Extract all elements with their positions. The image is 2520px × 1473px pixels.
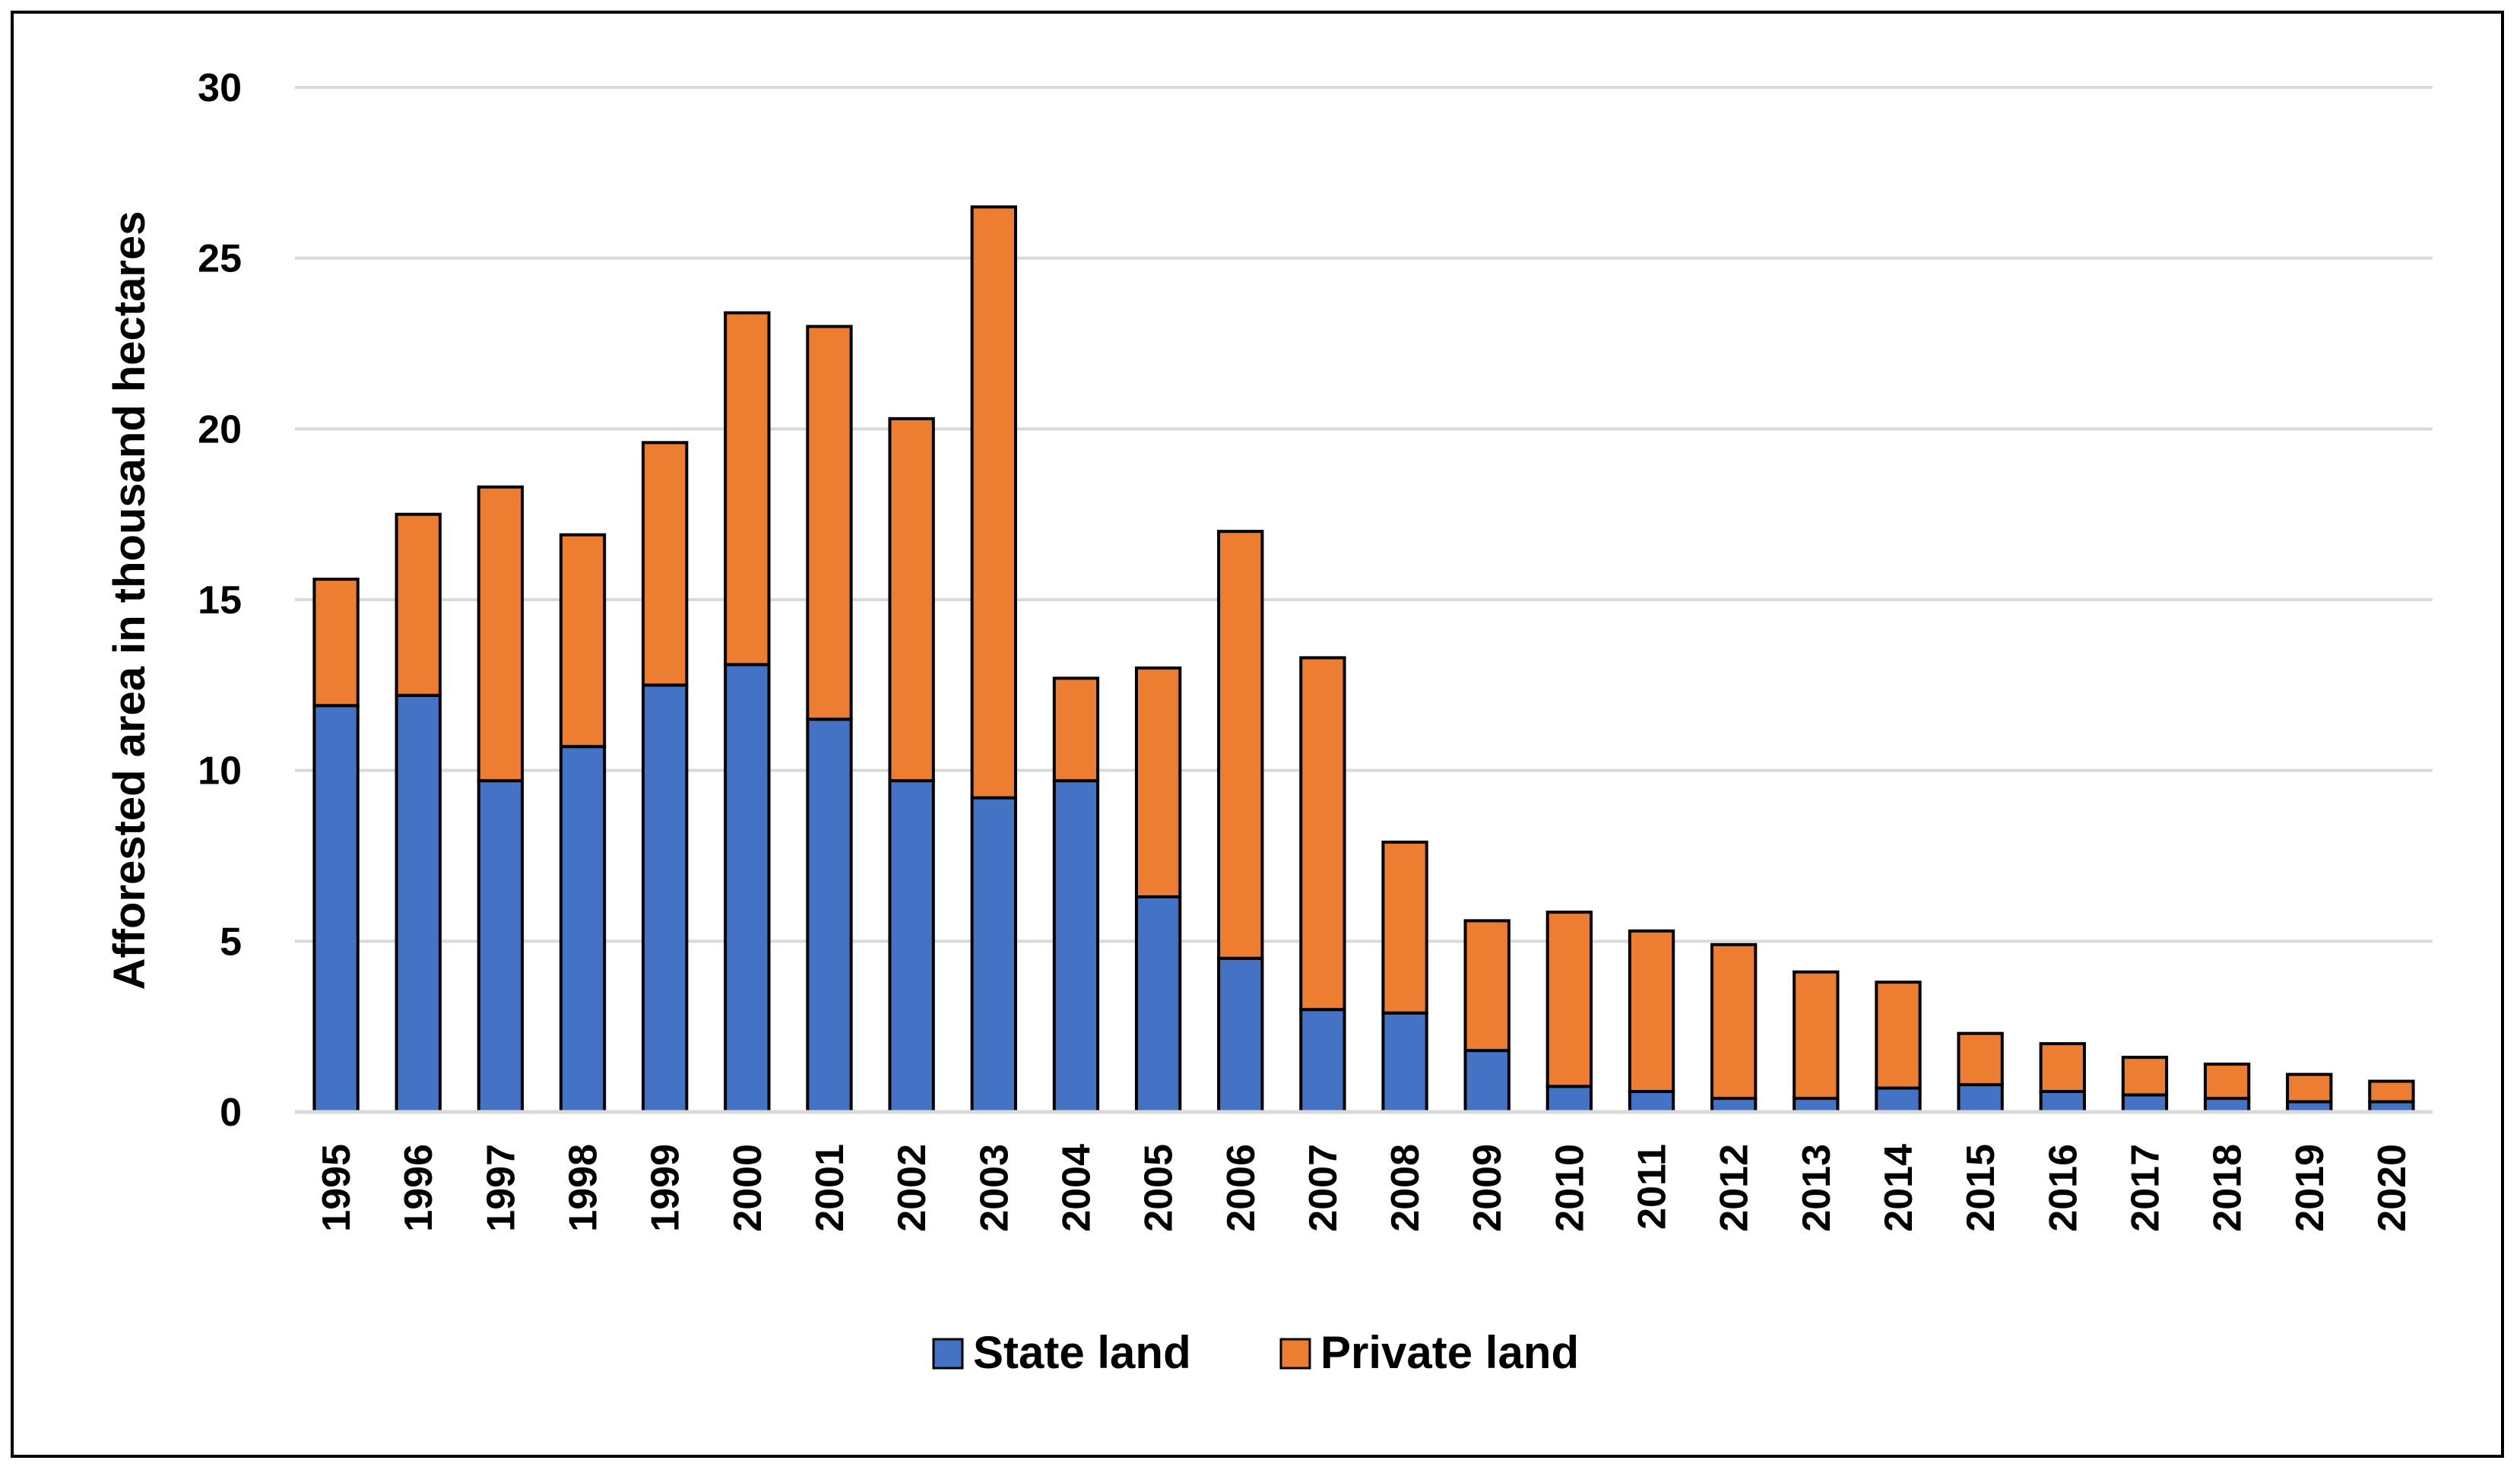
- x-tick-label: 2016: [2041, 1144, 2085, 1232]
- bar-private-land-2007: [1299, 656, 1346, 1012]
- y-tick-label: 20: [198, 407, 242, 451]
- bar-private-land-2005: [1134, 666, 1182, 898]
- x-tick-label: 1999: [644, 1144, 688, 1232]
- legend-swatch-private-land: [1279, 1338, 1311, 1370]
- bar-state-land-2000: [724, 663, 771, 1113]
- y-axis-ticks: 0 5 10 15 20 25 30: [198, 66, 242, 1135]
- bar-private-land-2009: [1463, 919, 1510, 1053]
- bar-private-land-2017: [2121, 1056, 2169, 1097]
- bar-private-land-1996: [395, 512, 442, 697]
- bar-state-land-2007: [1299, 1008, 1346, 1113]
- bar-state-land-2011: [1628, 1090, 1675, 1114]
- bar-private-land-2016: [2039, 1042, 2086, 1094]
- bars: [312, 205, 2415, 1114]
- x-tick-label: 2017: [2123, 1144, 2167, 1232]
- bar-state-land-2012: [1710, 1097, 1758, 1113]
- bar-state-land-2008: [1381, 1011, 1428, 1114]
- x-tick-label: 2007: [1301, 1144, 1346, 1232]
- x-tick-label: 2003: [972, 1144, 1016, 1232]
- bar-private-land-2010: [1545, 911, 1593, 1088]
- x-tick-label: 2011: [1631, 1144, 1675, 1230]
- x-tick-label: 2006: [1219, 1144, 1263, 1232]
- bar-private-land-1999: [642, 441, 689, 687]
- bar-private-land-2006: [1217, 530, 1264, 960]
- bar-private-land-2008: [1381, 841, 1428, 1015]
- x-tick-label: 2013: [1795, 1144, 1839, 1232]
- y-tick-label: 10: [198, 749, 242, 794]
- bar-state-land-1999: [642, 683, 689, 1113]
- bar-private-land-2003: [970, 205, 1017, 800]
- bar-private-land-2014: [1875, 980, 1922, 1090]
- bar-state-land-2016: [2039, 1090, 2086, 1114]
- x-tick-label: 2005: [1137, 1144, 1181, 1232]
- y-tick-label: 25: [198, 237, 242, 281]
- x-axis-ticks: 1995 1996 1997 1998 1999 2000 2001 2002 2003 2004…: [315, 1144, 2414, 1232]
- bar-private-land-2004: [1052, 676, 1100, 783]
- bar-private-land-2012: [1710, 942, 1758, 1101]
- bar-private-land-2013: [1793, 970, 1840, 1101]
- y-axis-title: Afforested area in thousand hectares: [105, 211, 154, 990]
- x-tick-label: 1995: [315, 1144, 359, 1232]
- bar-private-land-2000: [724, 311, 771, 667]
- x-tick-label: 1997: [479, 1144, 523, 1232]
- x-tick-label: 2019: [2288, 1144, 2332, 1232]
- bar-private-land-2002: [888, 417, 935, 783]
- legend-swatch-state-land: [932, 1338, 964, 1370]
- bar-private-land-2001: [806, 325, 853, 721]
- bar-state-land-2014: [1875, 1086, 1922, 1113]
- bar-state-land-2010: [1545, 1085, 1593, 1114]
- bar-state-land-2006: [1217, 956, 1264, 1114]
- bar-state-land-2004: [1052, 779, 1100, 1113]
- bar-private-land-2019: [2286, 1072, 2333, 1104]
- y-tick-label: 0: [220, 1091, 242, 1135]
- bar-private-land-2011: [1628, 929, 1675, 1094]
- x-tick-label: 2000: [726, 1144, 770, 1232]
- x-tick-label: 2008: [1384, 1144, 1428, 1232]
- y-tick-label: 5: [220, 920, 242, 964]
- bar-state-land-1997: [477, 779, 525, 1113]
- bar-state-land-2015: [1957, 1083, 2004, 1114]
- x-tick-label: 2001: [808, 1144, 852, 1232]
- legend: State land Private land: [932, 1327, 1579, 1378]
- bar-state-land-2002: [888, 779, 935, 1113]
- bar-state-land-2003: [970, 796, 1017, 1113]
- x-tick-label: 2012: [1713, 1144, 1757, 1232]
- x-tick-label: 2015: [1959, 1144, 2003, 1232]
- x-tick-label: 2018: [2206, 1144, 2250, 1232]
- bar-state-land-2017: [2121, 1093, 2169, 1113]
- bar-state-land-2005: [1134, 895, 1182, 1114]
- y-tick-label: 30: [198, 66, 242, 110]
- x-tick-label: 2002: [890, 1144, 934, 1232]
- bar-private-land-2020: [2368, 1079, 2415, 1104]
- x-tick-label: 2010: [1548, 1144, 1592, 1232]
- bar-state-land-2013: [1793, 1097, 1840, 1113]
- y-tick-label: 15: [198, 578, 242, 622]
- bar-state-land-2001: [806, 717, 853, 1113]
- bar-private-land-2018: [2203, 1063, 2251, 1101]
- x-tick-label: 2009: [1466, 1144, 1510, 1232]
- x-tick-label: 2014: [1877, 1144, 1921, 1232]
- x-tick-label: 2020: [2370, 1144, 2414, 1232]
- bar-state-land-2018: [2203, 1097, 2251, 1113]
- bar-state-land-1995: [312, 704, 360, 1113]
- x-tick-label: 1996: [397, 1144, 441, 1232]
- bar-private-land-2015: [1957, 1031, 2004, 1087]
- x-tick-label: 1998: [562, 1144, 606, 1232]
- bar-private-land-1997: [477, 485, 525, 783]
- x-tick-label: 2004: [1054, 1144, 1098, 1232]
- legend-label-private-land: Private land: [1320, 1327, 1579, 1378]
- bar-state-land-1996: [395, 693, 442, 1113]
- bar-private-land-1998: [559, 533, 607, 749]
- gridlines: [295, 86, 2433, 943]
- legend-label-state-land: State land: [973, 1327, 1191, 1378]
- bar-private-land-1995: [312, 578, 360, 708]
- bar-state-land-1998: [559, 745, 607, 1113]
- bar-state-land-2009: [1463, 1049, 1510, 1113]
